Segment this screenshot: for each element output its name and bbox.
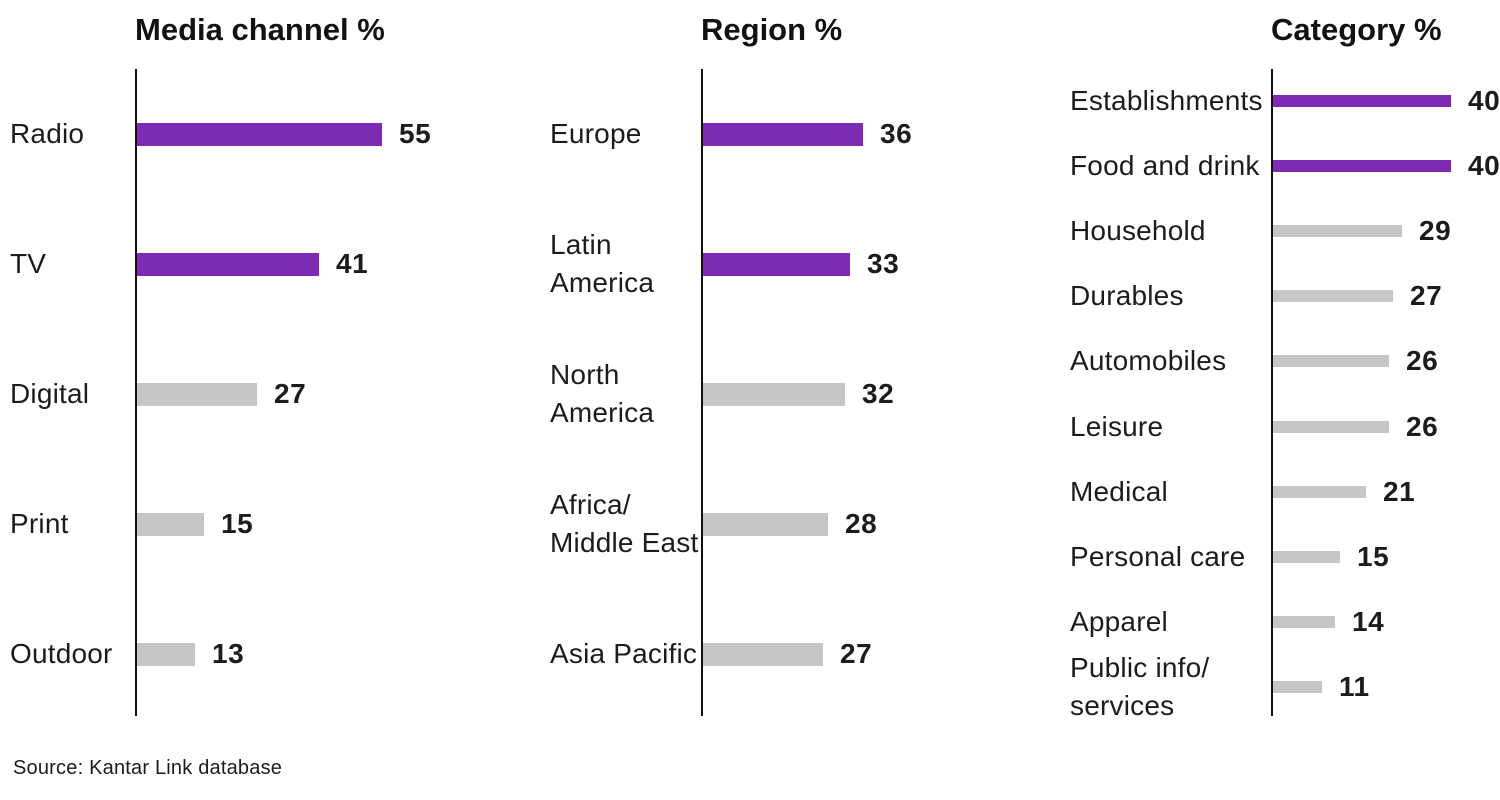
value-label: 29	[1419, 215, 1452, 247]
bar-segment	[1273, 160, 1451, 173]
bar-segment	[1273, 420, 1389, 433]
value-label: 15	[1357, 540, 1390, 572]
bar-segment	[1273, 95, 1451, 107]
category-label: Public info/ services	[1070, 651, 1210, 721]
bar-segment	[703, 642, 823, 666]
category-label: Household	[1070, 215, 1206, 247]
value-label: 14	[1352, 605, 1385, 637]
source-note: Source: Kantar Link database	[13, 757, 283, 779]
category-label: Establishments	[1070, 85, 1263, 116]
category-label: Radio	[10, 118, 85, 149]
value-label: 36	[880, 118, 913, 149]
bar-segment	[1273, 550, 1340, 563]
category-label: Digital	[10, 378, 90, 409]
bar-segment	[1273, 225, 1402, 238]
bar-segment	[703, 252, 850, 276]
category-label: North America	[550, 359, 655, 428]
category-label: TV	[10, 248, 47, 279]
value-label: 41	[336, 248, 369, 279]
bar-segment	[137, 382, 257, 406]
category-label: Europe	[550, 118, 642, 149]
value-label: 27	[1410, 280, 1443, 312]
value-label: 26	[1406, 410, 1439, 442]
value-label: 27	[274, 378, 307, 409]
category-label: Medical	[1070, 475, 1168, 507]
value-label: 21	[1383, 475, 1416, 507]
bar-segment	[1273, 485, 1366, 498]
chart-title-media-channel: Media channel %	[135, 12, 385, 47]
chart-media-channel: Media channel % Radio 55 TV 41 Digital 27 Prin…	[10, 0, 510, 800]
category-label: Leisure	[1070, 410, 1164, 442]
bar-segment	[1273, 355, 1389, 368]
value-label: 13	[212, 638, 245, 669]
category-axis-line	[135, 69, 137, 716]
value-label: 28	[845, 508, 878, 539]
bar-segment	[703, 382, 845, 406]
value-label: 33	[867, 248, 900, 279]
category-axis-line	[1271, 69, 1273, 716]
category-label: Personal care	[1070, 540, 1246, 572]
value-label: 55	[399, 118, 432, 149]
category-label: Automobiles	[1070, 345, 1227, 377]
category-label: Print	[10, 508, 69, 539]
category-label: Latin America	[550, 229, 655, 298]
category-label: Outdoor	[10, 638, 113, 669]
chart-title-region: Region %	[701, 12, 843, 47]
bar-segment	[1273, 290, 1393, 303]
bar-segment	[137, 642, 195, 666]
bar-segment	[1273, 680, 1322, 693]
bar-segment	[137, 252, 319, 276]
chart-plot-region: Europe 36 Latin America 33 North America 32 Af…	[550, 69, 1010, 716]
value-label: 11	[1339, 670, 1370, 702]
chart-region: Region % Europe 36 Latin America 33 North Am…	[550, 0, 1010, 800]
chart-category: Category % Establishments 40 Food and drin…	[1070, 0, 1500, 800]
category-label: Asia Pacific	[550, 638, 698, 669]
bar-segment	[703, 512, 828, 536]
value-label: 27	[840, 638, 873, 669]
category-label: Durables	[1070, 280, 1184, 312]
category-axis-line	[701, 69, 703, 716]
value-label: 32	[862, 378, 895, 409]
category-label: Food and drink	[1070, 150, 1260, 182]
value-label: 26	[1406, 345, 1439, 377]
bar-segment	[1273, 615, 1335, 628]
bar-segment	[137, 122, 382, 146]
category-label: Apparel	[1070, 605, 1168, 637]
chart-plot-category: Establishments 40 Food and drink 40 Househol…	[1070, 69, 1500, 721]
bar-segment	[137, 512, 204, 536]
value-label: 40	[1468, 85, 1500, 116]
value-label: 40	[1468, 150, 1500, 182]
chart-plot-media-channel: Radio 55 TV 41 Digital 27 Print 15 Outdoor 13	[10, 69, 510, 716]
bar-segment	[703, 122, 863, 146]
category-label: Africa/ Middle East	[550, 489, 699, 558]
chart-title-category: Category %	[1271, 12, 1442, 47]
value-label: 15	[221, 508, 254, 539]
